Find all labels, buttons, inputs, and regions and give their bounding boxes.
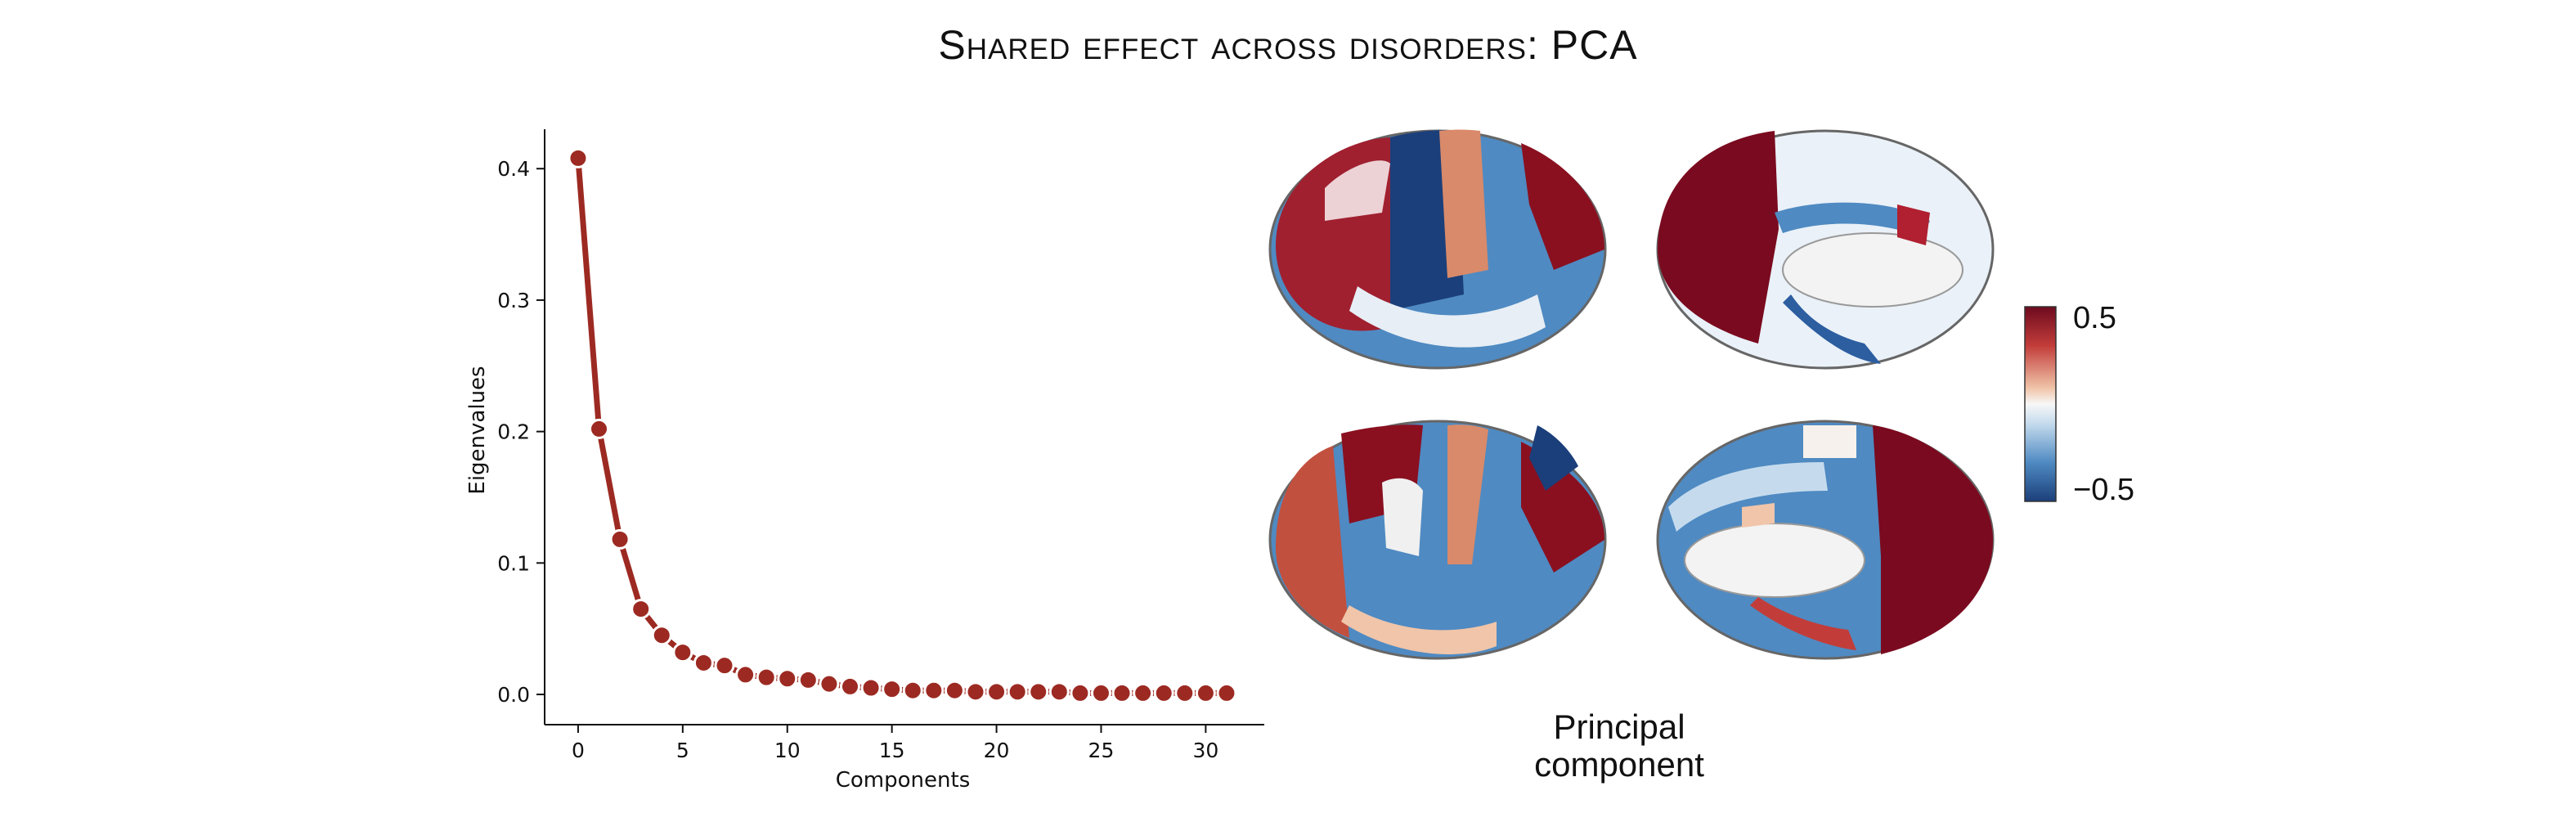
data-point xyxy=(1153,682,1174,703)
x-tick-label: 10 xyxy=(774,739,801,762)
data-point xyxy=(756,667,777,688)
data-point xyxy=(839,676,860,697)
data-point xyxy=(631,599,652,620)
x-axis-label: Components xyxy=(836,768,971,793)
data-point xyxy=(568,147,589,168)
brain-panel-caption: Principal component xyxy=(1456,708,1783,784)
data-point xyxy=(777,668,798,689)
x-tick-label: 5 xyxy=(676,739,689,762)
x-tick-label: 0 xyxy=(572,739,585,762)
data-point xyxy=(714,655,735,676)
y-ticks: 0.0 0.1 0.2 0.3 0.4 xyxy=(497,157,545,707)
y-axis-label: Eigenvalues xyxy=(465,366,490,494)
data-point xyxy=(1174,682,1196,703)
data-point xyxy=(735,664,756,685)
series-line xyxy=(575,155,1230,696)
data-point xyxy=(1111,682,1133,703)
data-point xyxy=(882,679,903,700)
x-tick-label: 30 xyxy=(1192,739,1218,762)
x-tick-label: 15 xyxy=(879,739,905,762)
brain-caption-line-1: Principal xyxy=(1553,707,1685,746)
data-point xyxy=(902,680,923,701)
brain-medial-right xyxy=(1656,420,1995,660)
colorbar-max-label: 0.5 xyxy=(2073,301,2116,335)
y-tick-label: 0.3 xyxy=(497,289,530,312)
x-tick-label: 25 xyxy=(1088,739,1115,762)
y-tick-label: 0.1 xyxy=(497,551,530,575)
data-point xyxy=(1028,681,1049,703)
data-point xyxy=(589,418,610,439)
data-point xyxy=(672,642,693,663)
y-tick-label: 0.2 xyxy=(497,420,530,444)
data-point xyxy=(651,625,672,646)
data-point xyxy=(923,680,945,701)
brain-lateral-left xyxy=(1268,129,1607,370)
colorbar xyxy=(2024,306,2057,502)
brain-lateral-right xyxy=(1268,420,1607,660)
y-tick-label: 0.0 xyxy=(497,683,530,707)
data-point xyxy=(693,652,714,673)
figure-title: Shared effect across disorders: PCA xyxy=(938,22,1638,68)
colorbar-min-label: −0.5 xyxy=(2073,473,2135,507)
brain-medial-left xyxy=(1656,129,1995,370)
data-point xyxy=(819,673,840,694)
data-point xyxy=(797,669,819,690)
scree-plot: 0.00.10.20.30.4 0 5 10 15 20 25 30 Components … xyxy=(465,129,1264,793)
y-tick-label: 0.4 xyxy=(497,157,530,181)
x-ticks: 0 5 10 15 20 25 30 xyxy=(572,725,1218,762)
data-point xyxy=(986,681,1008,703)
data-point xyxy=(860,677,882,698)
data-point xyxy=(1090,682,1111,703)
data-point xyxy=(1133,682,1154,703)
data-point xyxy=(1195,682,1216,703)
series-markers xyxy=(568,147,1237,703)
data-point xyxy=(1048,681,1070,703)
data-point xyxy=(1216,682,1237,703)
brain-caption-line-2: component xyxy=(1534,745,1704,784)
data-point xyxy=(609,528,631,550)
data-point xyxy=(944,680,965,701)
data-point xyxy=(965,681,986,703)
x-tick-label: 20 xyxy=(984,739,1010,762)
data-point xyxy=(1070,682,1091,703)
data-point xyxy=(1007,681,1028,703)
